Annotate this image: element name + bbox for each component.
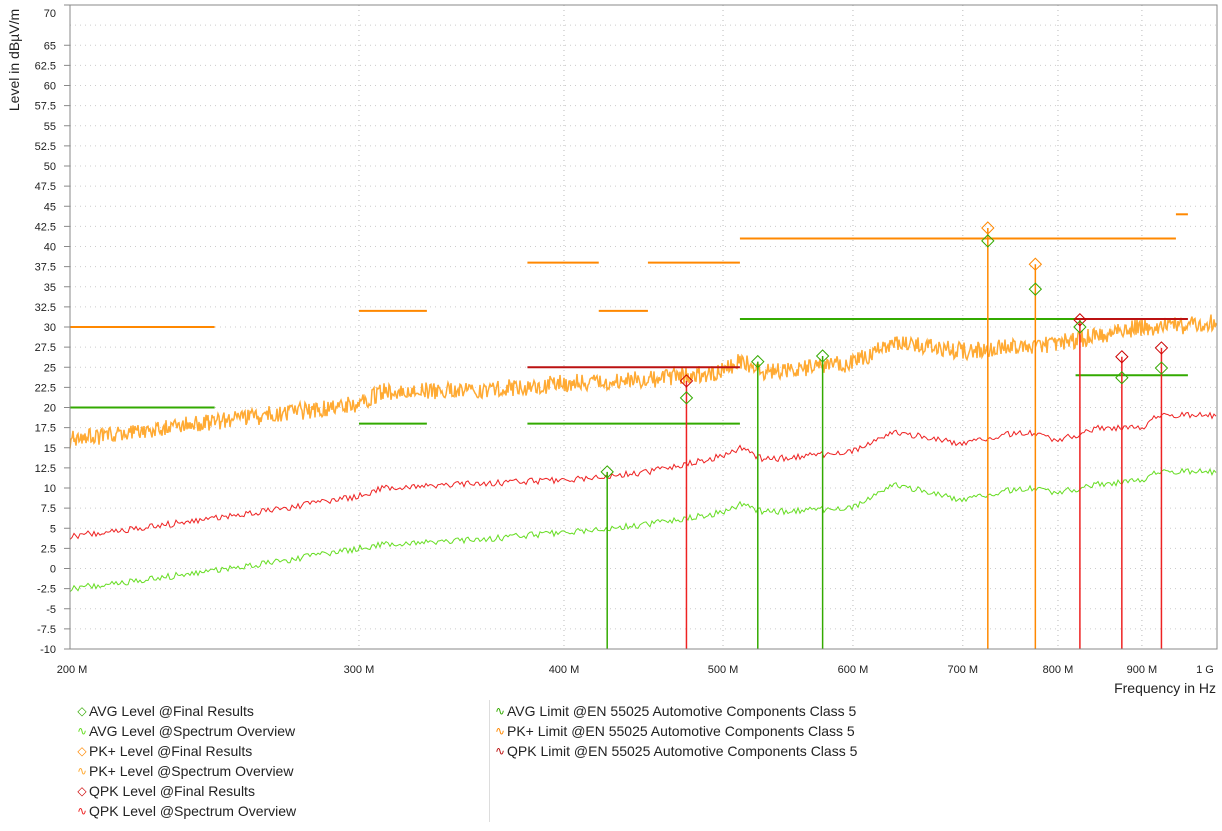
avg-final-result-marker	[1073, 320, 1087, 334]
legend-item: ∿ PK+ Level @Spectrum Overview	[75, 761, 296, 781]
qpk-final-result-marker	[679, 374, 694, 388]
qpk-final-result-marker	[1073, 313, 1087, 327]
x-tick-label: 700 M	[948, 664, 979, 676]
pk-spectrum-trace	[69, 314, 1218, 449]
qpk-final-result-marker	[1154, 341, 1169, 355]
legend-item: ∿ QPK Limit @EN 55025 Automotive Componen…	[493, 741, 857, 761]
y-tick-label: 17.5	[35, 423, 56, 435]
line-wave-icon: ∿	[494, 724, 506, 738]
y-tick-label: 22.5	[35, 382, 56, 394]
y-axis-label: Level in dBµV/m	[6, 9, 22, 111]
x-tick-label: 600 M	[838, 664, 869, 676]
y-tick-label: 50	[44, 161, 56, 173]
y-tick-label: 5	[50, 523, 56, 535]
y-tick-label: 15	[44, 443, 56, 455]
y-tick-label: 42.5	[35, 221, 56, 233]
legend-item: ∿ AVG Level @Spectrum Overview	[75, 721, 296, 741]
pk-final-result-marker	[981, 221, 995, 235]
avg-final-result-marker	[679, 391, 694, 405]
legend-item: ◇ PK+ Level @Final Results	[75, 741, 296, 761]
y-tick-label: 20	[44, 403, 56, 415]
y-tick-label: 70	[44, 8, 56, 20]
legend-item: ∿ AVG Limit @EN 55025 Automotive Componen…	[493, 701, 857, 721]
legend-item: ∿ PK+ Limit @EN 55025 Automotive Componen…	[493, 721, 857, 741]
y-tick-label: 40	[44, 242, 56, 254]
x-tick-label: 1 G	[1196, 664, 1214, 676]
y-tick-label: 27.5	[35, 342, 56, 354]
diamond-marker-icon: ◇	[77, 784, 87, 798]
y-tick-label: 2.5	[41, 543, 56, 555]
avg-final-result-marker	[1115, 371, 1129, 385]
y-tick-label: 55	[44, 121, 56, 133]
x-tick-label: 200 M	[57, 664, 88, 676]
legend-label: PK+ Level @Spectrum Overview	[89, 763, 294, 779]
x-tick-label: 400 M	[549, 664, 580, 676]
legend-label: PK+ Limit @EN 55025 Automotive Component…	[507, 723, 855, 739]
line-wave-icon: ∿	[494, 744, 506, 758]
y-tick-label: 35	[44, 282, 56, 294]
y-tick-label: -10	[40, 644, 56, 656]
legend-item: ◇ AVG Level @Final Results	[75, 701, 296, 721]
x-tick-label: 300 M	[344, 664, 375, 676]
plot-frame	[69, 4, 1218, 650]
avg-spectrum-trace	[69, 467, 1217, 593]
diamond-marker-icon: ◇	[77, 704, 87, 718]
legend-label: AVG Level @Spectrum Overview	[89, 723, 296, 739]
legend-item: ◇ QPK Level @Final Results	[75, 781, 296, 801]
x-axis-label: Frequency in Hz	[1114, 680, 1216, 696]
y-tick-label: 25	[44, 362, 56, 374]
y-tick-label: 32.5	[35, 302, 56, 314]
avg-final-result-marker	[1028, 282, 1043, 296]
pk-final-result-marker	[1028, 257, 1043, 271]
y-tick-label: 10	[44, 483, 56, 495]
legend-divider	[489, 700, 490, 822]
x-tick-label: 500 M	[708, 664, 739, 676]
x-tick-label: 800 M	[1043, 664, 1074, 676]
y-tick-label: -5	[46, 604, 56, 616]
legend-right: ∿ AVG Limit @EN 55025 Automotive Componen…	[493, 701, 857, 761]
y-tick-label: -7.5	[37, 624, 56, 636]
legend-label: PK+ Level @Final Results	[89, 743, 253, 759]
legend-label: AVG Level @Final Results	[89, 703, 254, 719]
avg-final-result-marker	[600, 465, 614, 479]
y-tick-label: 52.5	[35, 141, 56, 153]
y-tick-label: 62.5	[35, 60, 56, 72]
line-wave-icon: ∿	[76, 764, 88, 778]
x-tick-label: 900 M	[1127, 664, 1158, 676]
legend-label: AVG Limit @EN 55025 Automotive Component…	[507, 703, 857, 719]
y-tick-label: 65	[44, 40, 56, 52]
y-tick-label: 12.5	[35, 463, 56, 475]
y-tick-label: 45	[44, 201, 56, 213]
y-tick-label: 47.5	[35, 181, 56, 193]
legend-item: ∿ QPK Level @Spectrum Overview	[75, 801, 296, 821]
y-tick-label: 0	[50, 564, 56, 576]
legend-label: QPK Limit @EN 55025 Automotive Component…	[507, 743, 858, 759]
avg-final-result-marker	[1154, 361, 1169, 375]
y-tick-label: 60	[44, 81, 56, 93]
y-tick-label: 57.5	[35, 101, 56, 113]
qpk-final-result-marker	[1115, 350, 1129, 364]
avg-final-result-marker	[981, 234, 995, 248]
line-wave-icon: ∿	[494, 704, 506, 718]
qpk-spectrum-trace	[69, 411, 1217, 540]
legend-left: ◇ AVG Level @Final Results ∿ AVG Level @Spe…	[75, 701, 296, 821]
y-tick-label: 30	[44, 322, 56, 334]
diamond-marker-icon: ◇	[77, 744, 87, 758]
legend-label: QPK Level @Final Results	[89, 783, 255, 799]
y-tick-label: 7.5	[41, 503, 56, 515]
y-tick-label: -2.5	[37, 584, 56, 596]
y-tick-label: 37.5	[35, 262, 56, 274]
emission-chart: Level in dBµV/m Frequency in Hz 70 65 62.5…	[6, 4, 1218, 696]
avg-final-result-marker	[815, 349, 830, 363]
line-wave-icon: ∿	[76, 724, 88, 738]
line-wave-icon: ∿	[76, 804, 88, 818]
legend-label: QPK Level @Spectrum Overview	[89, 803, 297, 819]
avg-final-result-marker	[751, 354, 765, 369]
